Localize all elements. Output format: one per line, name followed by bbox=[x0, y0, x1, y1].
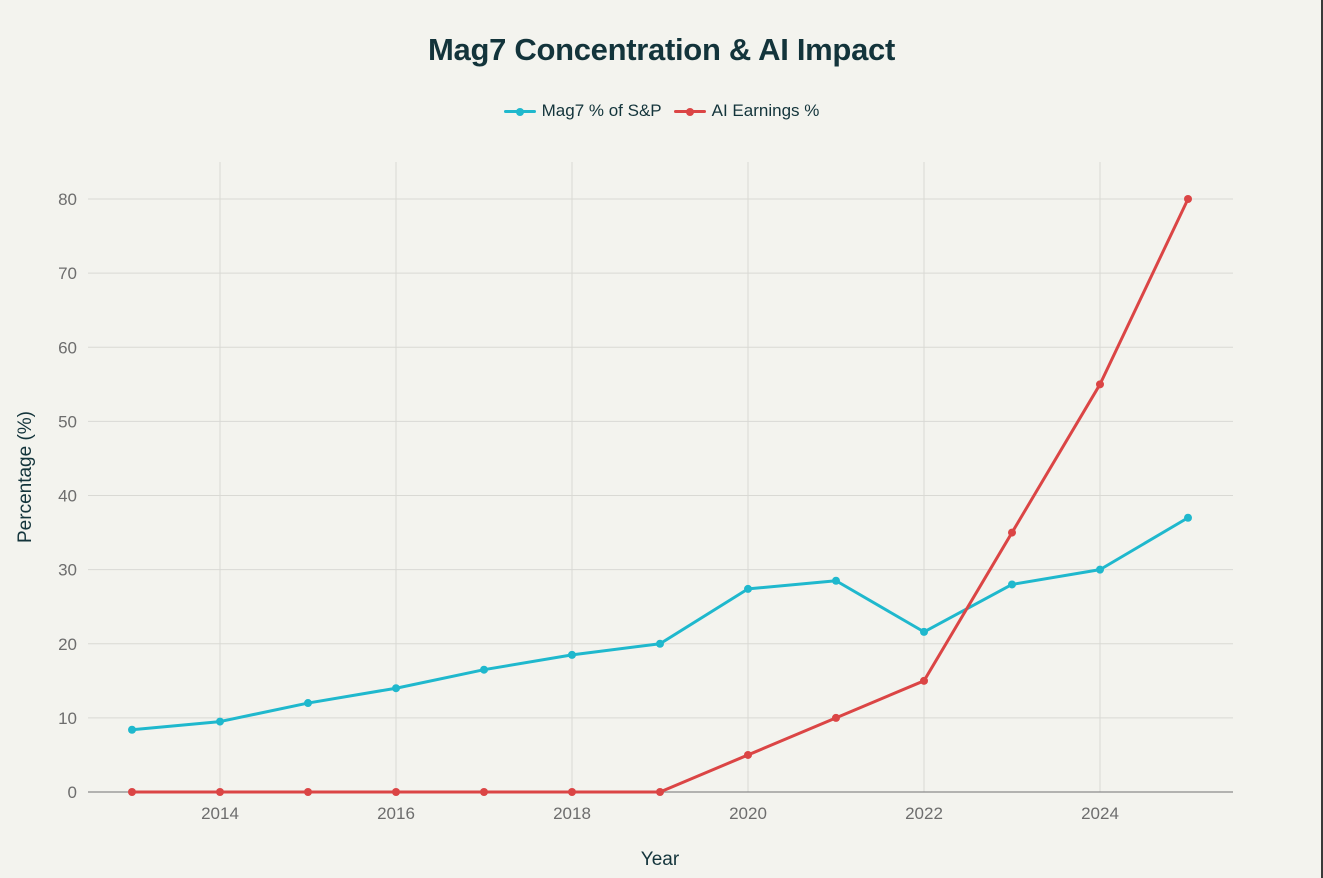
data-point[interactable] bbox=[392, 684, 400, 693]
series-lines bbox=[128, 195, 1192, 796]
y-tick-label: 50 bbox=[58, 412, 77, 431]
data-point[interactable] bbox=[568, 788, 576, 796]
data-point[interactable] bbox=[216, 717, 224, 726]
data-point[interactable] bbox=[568, 650, 576, 659]
data-point[interactable] bbox=[128, 725, 136, 734]
x-tick-label: 2018 bbox=[553, 804, 591, 823]
data-point[interactable] bbox=[744, 750, 752, 759]
data-point[interactable] bbox=[920, 627, 928, 636]
grid bbox=[88, 162, 1233, 792]
data-point[interactable] bbox=[1096, 380, 1104, 389]
y-tick-label: 60 bbox=[58, 338, 77, 357]
data-point[interactable] bbox=[744, 584, 752, 593]
y-tick-label: 40 bbox=[58, 487, 77, 506]
x-tick-label: 2024 bbox=[1081, 804, 1119, 823]
x-tick-label: 2016 bbox=[377, 804, 415, 823]
data-point[interactable] bbox=[392, 788, 400, 796]
data-point[interactable] bbox=[1184, 513, 1192, 522]
data-point[interactable] bbox=[920, 676, 928, 685]
data-point[interactable] bbox=[1184, 195, 1192, 203]
x-axis-title: Year bbox=[641, 849, 680, 870]
legend-item-mag7[interactable]: Mag7 % of S&P bbox=[503, 101, 662, 121]
y-tick-label: 0 bbox=[68, 783, 77, 802]
legend-label-ai-earnings: AI Earnings % bbox=[711, 101, 820, 120]
series-line-0[interactable] bbox=[131, 516, 1189, 732]
data-point[interactable] bbox=[832, 713, 840, 722]
y-tick-label: 20 bbox=[58, 635, 77, 654]
data-point[interactable] bbox=[216, 788, 224, 796]
data-point[interactable] bbox=[480, 788, 488, 796]
legend: Mag7 % of S&P AI Earnings % bbox=[0, 101, 1323, 121]
data-point[interactable] bbox=[832, 576, 840, 585]
data-point[interactable] bbox=[480, 665, 488, 674]
y-tick-label: 10 bbox=[58, 709, 77, 728]
data-point[interactable] bbox=[656, 639, 664, 648]
data-point[interactable] bbox=[304, 699, 312, 708]
x-tick-label: 2020 bbox=[729, 804, 767, 823]
chart-title: Mag7 Concentration & AI Impact bbox=[428, 32, 895, 67]
y-tick-label: 30 bbox=[58, 561, 77, 580]
x-tick-label: 2022 bbox=[905, 804, 943, 823]
data-point[interactable] bbox=[1096, 565, 1104, 574]
window-border bbox=[1321, 0, 1323, 878]
data-point[interactable] bbox=[1008, 580, 1016, 589]
legend-item-ai-earnings[interactable]: AI Earnings % bbox=[673, 101, 820, 121]
y-tick-label: 80 bbox=[58, 190, 77, 209]
data-point[interactable] bbox=[1008, 528, 1016, 537]
x-tick-label: 2014 bbox=[201, 804, 239, 823]
data-point[interactable] bbox=[656, 788, 664, 796]
data-point[interactable] bbox=[128, 788, 136, 796]
legend-swatch-mag7 bbox=[503, 105, 536, 117]
y-tick-label: 70 bbox=[58, 264, 77, 283]
legend-label-mag7: Mag7 % of S&P bbox=[541, 101, 662, 120]
y-axis-title: Percentage (%) bbox=[15, 411, 36, 543]
legend-swatch-ai-earnings bbox=[673, 105, 706, 117]
data-point[interactable] bbox=[304, 788, 312, 796]
axes: 2014 2016 2018 2020 2022 2024 0 10 20 30 40 50 60 70 8… bbox=[58, 190, 1233, 823]
